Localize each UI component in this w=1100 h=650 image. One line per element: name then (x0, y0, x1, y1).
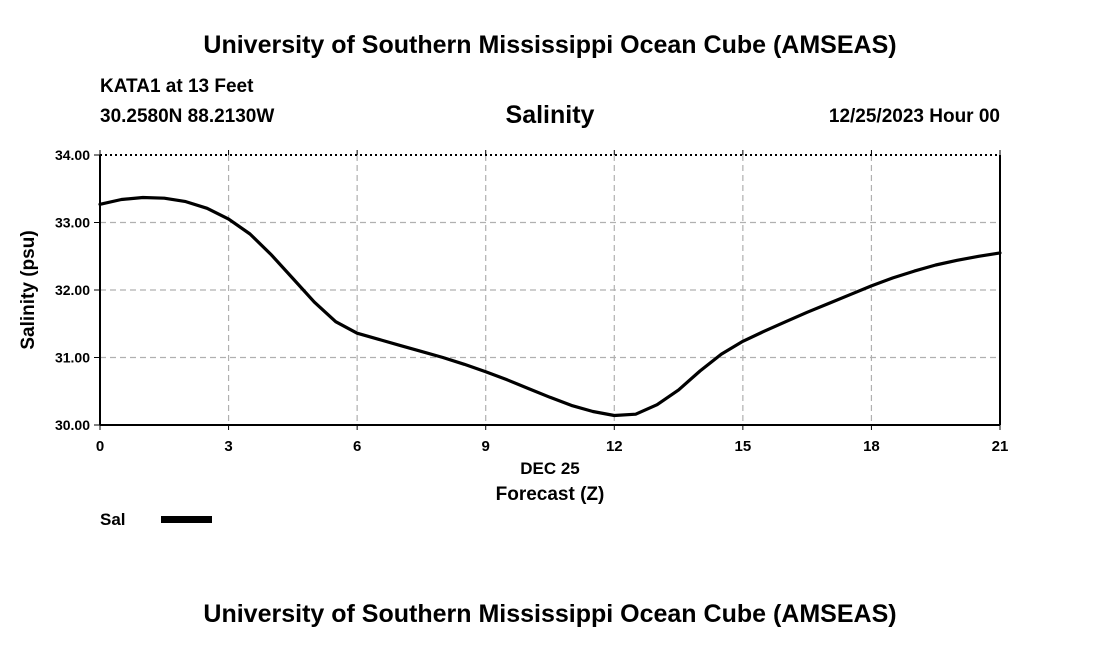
axes (94, 150, 1001, 430)
x-axis-label: Forecast (Z) (496, 484, 605, 505)
x-tick-label: 6 (353, 438, 361, 455)
x-tick-label: 0 (96, 438, 104, 455)
series-layer (98, 195, 1002, 418)
tick-labels: 0 3 6 9 12 15 18 21 30.00 31.00 32.00 33.00 34.00 (55, 147, 1008, 455)
x-tick-label: 9 (482, 438, 490, 455)
x-tick-label: 15 (735, 438, 752, 455)
legend-series-label: Sal (100, 510, 126, 529)
x-tick-label: 12 (606, 438, 623, 455)
y-tick-label: 32.00 (55, 282, 90, 298)
x-tick-label: 18 (863, 438, 880, 455)
y-axis-label: Salinity (psu) (18, 230, 39, 349)
y-tick-label: 33.00 (55, 215, 90, 231)
x-tick-label: 21 (992, 438, 1009, 455)
grid-lines (100, 155, 1000, 425)
station-coordinates: 30.2580N 88.2130W (100, 106, 275, 127)
footer-title: University of Southern Mississippi Ocean… (203, 600, 897, 628)
station-label: KATA1 at 13 Feet (100, 76, 254, 97)
page-title: University of Southern Mississippi Ocean… (203, 31, 897, 59)
y-tick-label: 34.00 (55, 147, 90, 163)
y-tick-label: 31.00 (55, 350, 90, 366)
series-line-sal (98, 195, 1002, 418)
x-axis-date-label: DEC 25 (520, 459, 580, 478)
chart-title: Salinity (505, 101, 595, 129)
y-tick-label: 30.00 (55, 417, 90, 433)
legend-swatch (161, 516, 212, 523)
x-tick-label: 3 (224, 438, 232, 455)
forecast-datetime: 12/25/2023 Hour 00 (828, 106, 1000, 127)
